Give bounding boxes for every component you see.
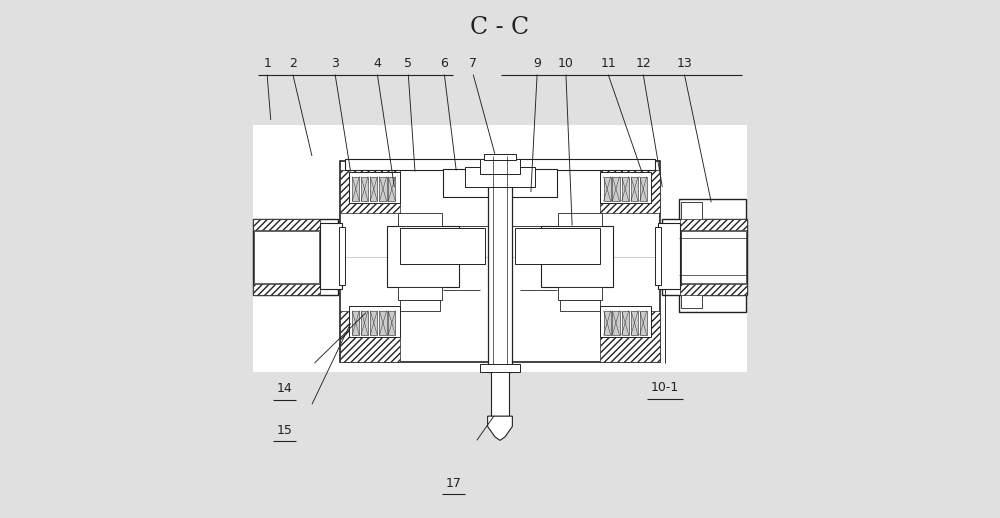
Text: 5: 5 xyxy=(404,56,412,70)
Bar xyxy=(488,156,512,372)
Bar xyxy=(560,300,600,310)
Bar xyxy=(400,228,485,264)
Text: 10-1: 10-1 xyxy=(651,381,679,394)
Bar xyxy=(681,231,746,283)
Bar xyxy=(600,307,651,337)
Bar xyxy=(443,169,557,197)
Bar xyxy=(631,310,638,335)
Polygon shape xyxy=(253,284,320,295)
Bar xyxy=(388,177,395,202)
Text: 11: 11 xyxy=(600,56,616,70)
Text: 15: 15 xyxy=(277,424,293,437)
Bar xyxy=(640,310,647,335)
Polygon shape xyxy=(680,284,747,295)
Bar xyxy=(515,228,600,264)
Bar xyxy=(349,172,400,204)
Bar xyxy=(370,177,377,202)
Text: 9: 9 xyxy=(533,56,541,70)
Text: 7: 7 xyxy=(469,56,477,70)
Bar xyxy=(600,172,651,204)
Bar xyxy=(370,310,377,335)
Bar xyxy=(345,159,655,170)
Bar xyxy=(361,177,368,202)
Bar xyxy=(612,310,620,335)
Bar xyxy=(253,125,747,372)
Bar xyxy=(658,223,680,289)
Polygon shape xyxy=(340,310,400,362)
Bar xyxy=(655,227,661,285)
Bar xyxy=(612,177,620,202)
Bar xyxy=(558,287,602,300)
Polygon shape xyxy=(340,170,400,212)
Bar xyxy=(398,212,442,225)
Text: 2: 2 xyxy=(289,56,297,70)
Bar xyxy=(631,177,638,202)
Bar xyxy=(541,225,613,287)
Bar xyxy=(681,203,702,308)
Text: 17: 17 xyxy=(446,477,462,490)
Bar xyxy=(387,225,459,287)
Bar xyxy=(400,300,440,310)
Polygon shape xyxy=(536,170,557,197)
Polygon shape xyxy=(443,170,464,197)
Polygon shape xyxy=(680,219,747,230)
Bar xyxy=(320,223,342,289)
Bar xyxy=(361,310,368,335)
Polygon shape xyxy=(658,223,680,289)
Polygon shape xyxy=(253,219,320,230)
Bar xyxy=(558,212,602,225)
Bar xyxy=(254,231,319,283)
Text: 6: 6 xyxy=(440,56,448,70)
Bar xyxy=(679,199,746,311)
Polygon shape xyxy=(488,416,512,440)
Bar xyxy=(622,177,629,202)
Polygon shape xyxy=(600,170,660,212)
Text: 1: 1 xyxy=(263,56,271,70)
Bar xyxy=(339,227,345,285)
Bar xyxy=(491,370,509,416)
Polygon shape xyxy=(320,223,341,289)
Bar xyxy=(480,364,520,372)
Text: C - C: C - C xyxy=(470,16,530,39)
Bar xyxy=(379,310,387,335)
Bar xyxy=(388,310,395,335)
Bar xyxy=(622,310,629,335)
Bar xyxy=(253,219,338,295)
Polygon shape xyxy=(600,310,660,362)
Text: 10: 10 xyxy=(558,56,574,70)
Text: 4: 4 xyxy=(373,56,381,70)
Bar xyxy=(379,177,387,202)
Bar xyxy=(604,177,611,202)
Bar xyxy=(398,287,442,300)
Bar xyxy=(662,219,747,295)
Bar xyxy=(484,154,516,160)
Bar xyxy=(604,310,611,335)
Bar xyxy=(340,161,660,362)
Text: 13: 13 xyxy=(677,56,692,70)
Bar xyxy=(352,310,359,335)
Bar xyxy=(640,177,647,202)
Bar xyxy=(352,177,359,202)
Bar xyxy=(465,167,535,187)
Text: 14: 14 xyxy=(277,382,293,395)
Bar xyxy=(349,307,400,337)
Bar xyxy=(480,159,520,174)
Text: 12: 12 xyxy=(635,56,651,70)
Text: 3: 3 xyxy=(331,56,339,70)
